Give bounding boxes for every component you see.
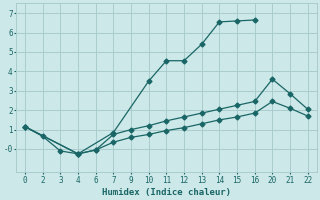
X-axis label: Humidex (Indice chaleur): Humidex (Indice chaleur) <box>102 188 231 197</box>
